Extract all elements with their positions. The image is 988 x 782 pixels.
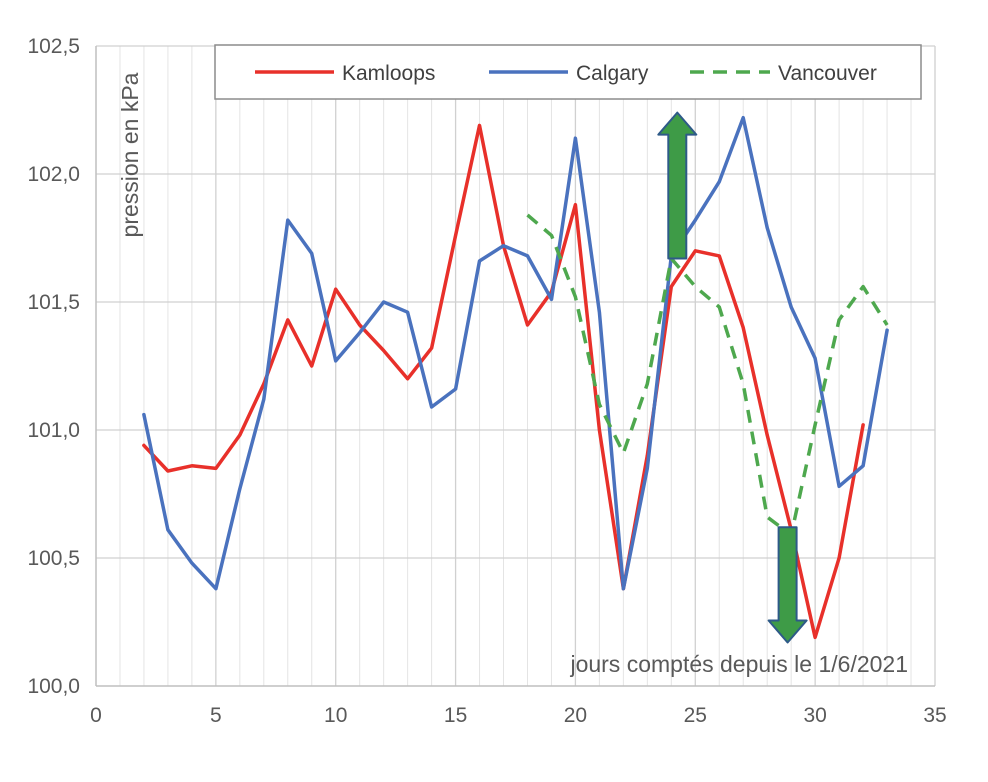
tick-labels: 0 5 10 15 20 25 30 35 100,0 100,5 101,0 101,5 102,0 1… bbox=[27, 35, 946, 727]
legend-label-vancouver: Vancouver bbox=[778, 62, 877, 85]
x-tick-label: 5 bbox=[210, 704, 222, 727]
x-tick-label: 10 bbox=[324, 704, 347, 727]
x-tick-label: 25 bbox=[684, 704, 707, 727]
x-tick-label: 15 bbox=[444, 704, 467, 727]
legend-label-kamloops: Kamloops bbox=[342, 62, 435, 85]
y-axis-title: pression en kPa bbox=[117, 72, 143, 237]
y-tick-label: 102,5 bbox=[27, 35, 80, 58]
x-tick-label: 30 bbox=[803, 704, 826, 727]
series-lines bbox=[142, 115, 889, 640]
y-tick-label: 101,5 bbox=[27, 291, 80, 314]
series-line-vancouver bbox=[526, 213, 889, 537]
grid-lines bbox=[95, 45, 936, 687]
x-axis-title: jours comptés depuis le 1/6/2021 bbox=[569, 651, 908, 677]
legend-label-calgary: Calgary bbox=[576, 62, 649, 85]
y-tick-label: 100,0 bbox=[27, 675, 80, 698]
y-tick-label: 101,0 bbox=[27, 419, 80, 442]
arrow-up bbox=[657, 111, 698, 260]
arrows bbox=[657, 111, 808, 644]
x-tick-label: 0 bbox=[90, 704, 102, 727]
legend: Kamloops Calgary Vancouver bbox=[214, 44, 922, 100]
series-line-calgary bbox=[142, 115, 889, 591]
arrow-down bbox=[767, 526, 808, 644]
y-tick-label: 102,0 bbox=[27, 163, 80, 186]
x-tick-label: 20 bbox=[564, 704, 587, 727]
y-tick-label: 100,5 bbox=[27, 547, 80, 570]
x-tick-label: 35 bbox=[923, 704, 946, 727]
